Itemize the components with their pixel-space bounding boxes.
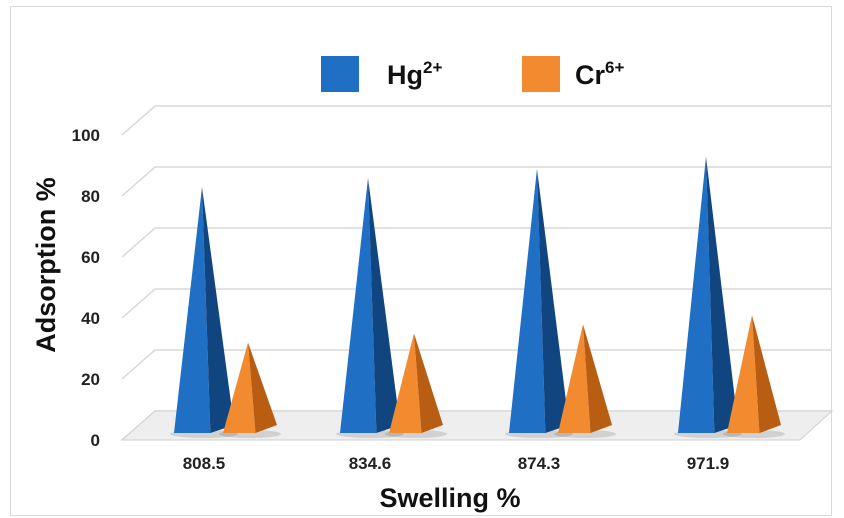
legend-swatch <box>321 56 359 92</box>
x-tick-label: 834.6 <box>349 454 392 473</box>
bars <box>170 156 785 438</box>
x-tick-label: 874.3 <box>518 454 561 473</box>
y-tick-label: 80 <box>81 187 100 206</box>
y-tick-label: 60 <box>81 248 100 267</box>
y-axis-ticks: 0 20 40 60 80 100 <box>72 126 100 450</box>
x-tick-label: 971.9 <box>687 454 730 473</box>
bar <box>554 324 616 438</box>
bar <box>723 315 785 438</box>
bar <box>385 333 447 438</box>
bar <box>336 177 404 438</box>
bar <box>219 342 281 438</box>
bar <box>170 187 238 438</box>
bar <box>674 156 742 438</box>
legend-item: Hg2+ <box>321 56 442 92</box>
legend-label: Cr6+ <box>575 58 624 90</box>
gridline <box>121 288 832 319</box>
x-axis-title: Swelling % <box>379 483 520 513</box>
y-tick-label: 40 <box>81 309 100 328</box>
bar <box>505 168 573 438</box>
chart-floor <box>120 410 834 441</box>
legend-item: Cr6+ <box>522 56 624 92</box>
x-tick-label: 808.5 <box>183 454 226 473</box>
y-axis-title: Adsorption % <box>31 177 61 353</box>
y-tick-label: 0 <box>91 431 100 450</box>
y-tick-label: 100 <box>72 126 100 145</box>
gridline <box>121 166 832 197</box>
legend: Hg2+ Cr6+ <box>321 56 624 92</box>
legend-label: Hg2+ <box>387 58 442 90</box>
gridline <box>121 105 832 136</box>
legend-swatch <box>522 56 560 92</box>
x-axis-ticks: 808.5 834.6 874.3 971.9 <box>183 454 730 473</box>
y-tick-label: 20 <box>81 370 100 389</box>
gridline <box>121 227 832 258</box>
